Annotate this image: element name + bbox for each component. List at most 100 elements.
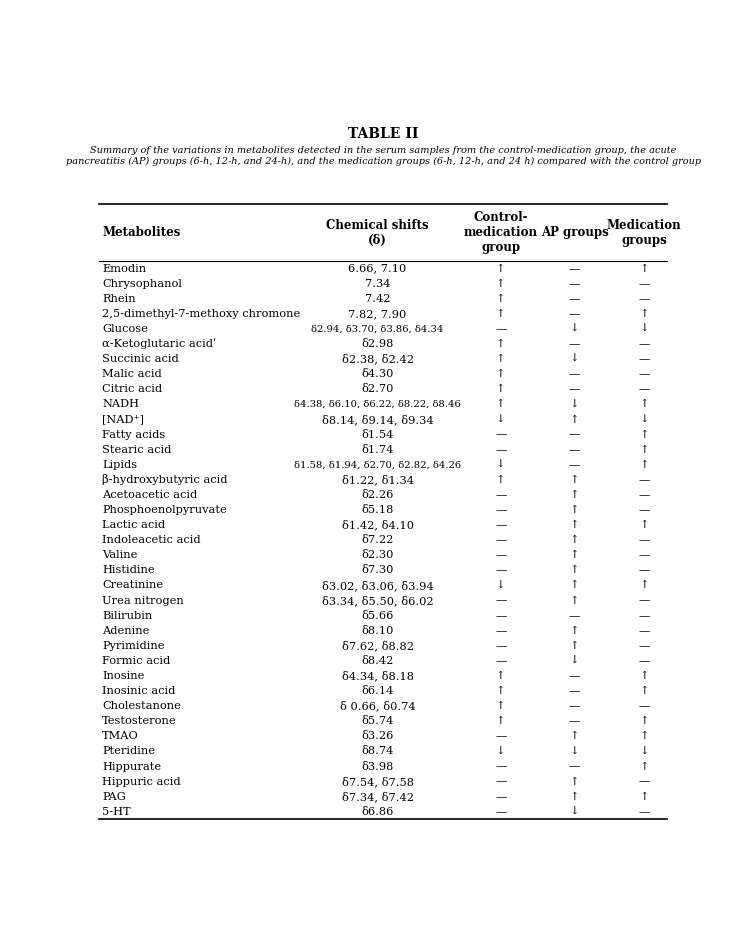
Text: —: — (569, 309, 580, 319)
Text: ↓: ↓ (640, 414, 649, 425)
Text: —: — (569, 671, 580, 681)
Text: Lipids: Lipids (102, 460, 138, 470)
Text: Valine: Valine (102, 551, 138, 560)
Text: δ1.58, δ1.94, δ2.70, δ2.82, δ4.26: δ1.58, δ1.94, δ2.70, δ2.82, δ4.26 (294, 461, 461, 469)
Text: δ7.54, δ7.58: δ7.54, δ7.58 (342, 776, 414, 787)
Text: —: — (495, 656, 506, 666)
Text: —: — (569, 279, 580, 289)
Text: ↑: ↑ (640, 671, 649, 681)
Text: ↑: ↑ (570, 731, 580, 742)
Text: —: — (639, 641, 650, 651)
Text: 2,5-dimethyl-7-methoxy chromone: 2,5-dimethyl-7-methoxy chromone (102, 309, 301, 319)
Text: Testosterone: Testosterone (102, 717, 177, 726)
Text: ↓: ↓ (570, 354, 580, 364)
Text: ↑: ↑ (570, 490, 580, 500)
Text: AP groups: AP groups (541, 226, 609, 239)
Text: —: — (639, 339, 650, 349)
Text: —: — (639, 354, 650, 364)
Text: Acetoacetic acid: Acetoacetic acid (102, 490, 197, 500)
Text: ↑: ↑ (570, 777, 580, 787)
Text: TABLE II: TABLE II (348, 127, 419, 141)
Text: δ2.94, δ3.70, δ3.86, δ4.34: δ2.94, δ3.70, δ3.86, δ4.34 (311, 324, 444, 334)
Text: ↑: ↑ (640, 580, 649, 590)
Text: Chemical shifts
(δ): Chemical shifts (δ) (326, 219, 429, 247)
Text: —: — (569, 611, 580, 621)
Text: δ5.66: δ5.66 (361, 611, 393, 621)
Text: ↑: ↑ (496, 339, 506, 349)
Text: 5-HT: 5-HT (102, 806, 131, 817)
Text: NADH: NADH (102, 400, 139, 410)
Text: —: — (495, 429, 506, 439)
Text: —: — (639, 777, 650, 787)
Text: δ1.42, δ4.10: δ1.42, δ4.10 (342, 520, 414, 530)
Text: Creatinine: Creatinine (102, 580, 163, 590)
Text: —: — (495, 445, 506, 455)
Text: —: — (639, 490, 650, 500)
Text: ↑: ↑ (640, 309, 649, 319)
Text: —: — (639, 505, 650, 515)
Text: ↓: ↓ (570, 324, 580, 334)
Text: δ8.42: δ8.42 (361, 656, 393, 666)
Text: —: — (495, 731, 506, 742)
Text: —: — (495, 505, 506, 515)
Text: δ1.54: δ1.54 (361, 429, 393, 439)
Text: —: — (569, 445, 580, 455)
Text: Fatty acids: Fatty acids (102, 429, 165, 439)
Text: 7.82, 7.90: 7.82, 7.90 (349, 309, 407, 319)
Text: δ1.22, δ1.34: δ1.22, δ1.34 (342, 475, 414, 485)
Text: ↑: ↑ (496, 400, 506, 410)
Text: ↓: ↓ (570, 400, 580, 410)
Text: —: — (639, 701, 650, 711)
Text: ↑: ↑ (496, 279, 506, 289)
Text: ↑: ↑ (570, 535, 580, 545)
Text: 6.66, 7.10: 6.66, 7.10 (349, 263, 407, 273)
Text: —: — (495, 324, 506, 334)
Text: ↑: ↑ (570, 475, 580, 485)
Text: ↑: ↑ (640, 731, 649, 742)
Text: PAG: PAG (102, 792, 126, 802)
Text: Urea nitrogen: Urea nitrogen (102, 595, 184, 605)
Text: —: — (495, 792, 506, 802)
Text: ↑: ↑ (570, 626, 580, 636)
Text: ↓: ↓ (570, 746, 580, 756)
Text: ↑: ↑ (496, 686, 506, 696)
Text: —: — (495, 520, 506, 530)
Text: Formic acid: Formic acid (102, 656, 171, 666)
Text: —: — (495, 761, 506, 771)
Text: β-hydroxybutyric acid: β-hydroxybutyric acid (102, 475, 227, 486)
Text: δ3.26: δ3.26 (361, 731, 393, 742)
Text: δ8.10: δ8.10 (361, 626, 393, 636)
Text: ↑: ↑ (640, 445, 649, 455)
Text: Cholestanone: Cholestanone (102, 701, 181, 711)
Text: —: — (639, 656, 650, 666)
Text: ↑: ↑ (640, 263, 649, 273)
Text: ↑: ↑ (570, 792, 580, 802)
Text: δ5.74: δ5.74 (361, 717, 393, 726)
Text: δ7.34, δ7.42: δ7.34, δ7.42 (342, 792, 414, 802)
Text: Summary of the variations in metabolites detected in the serum samples from the : Summary of the variations in metabolites… (66, 146, 701, 167)
Text: Citric acid: Citric acid (102, 385, 162, 394)
Text: δ5.18: δ5.18 (361, 505, 393, 515)
Text: δ4.34, δ8.18: δ4.34, δ8.18 (342, 670, 414, 681)
Text: ↓: ↓ (640, 324, 649, 334)
Text: —: — (495, 551, 506, 560)
Text: ↑: ↑ (496, 309, 506, 319)
Text: Hippuric acid: Hippuric acid (102, 777, 181, 787)
Text: Stearic acid: Stearic acid (102, 445, 171, 455)
Text: Succinic acid: Succinic acid (102, 354, 179, 364)
Text: Pteridine: Pteridine (102, 746, 155, 756)
Text: —: — (639, 294, 650, 304)
Text: Medication
groups: Medication groups (607, 219, 681, 247)
Text: ↓: ↓ (496, 414, 506, 425)
Text: —: — (569, 686, 580, 696)
Text: —: — (639, 626, 650, 636)
Text: ↑: ↑ (496, 671, 506, 681)
Text: 7.42: 7.42 (365, 294, 390, 304)
Text: δ3.02, δ3.06, δ3.94: δ3.02, δ3.06, δ3.94 (322, 580, 433, 590)
Text: —: — (569, 369, 580, 379)
Text: ↑: ↑ (570, 414, 580, 425)
Text: δ7.62, δ8.82: δ7.62, δ8.82 (342, 641, 414, 652)
Text: δ4.38, δ6.10, δ6.22, δ8.22, δ8.46: δ4.38, δ6.10, δ6.22, δ8.22, δ8.46 (294, 400, 461, 409)
Text: ↓: ↓ (496, 746, 506, 756)
Text: ↓: ↓ (570, 656, 580, 666)
